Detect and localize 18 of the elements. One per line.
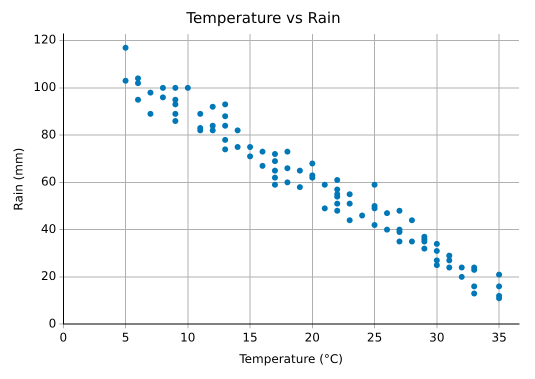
- x-tick-label: 10: [180, 330, 196, 345]
- x-axis-title: Temperature (°C): [238, 352, 343, 366]
- y-tick-label: 40: [41, 222, 56, 236]
- chart-title: Temperature vs Rain: [185, 8, 341, 27]
- y-axis-title: Rain (mm): [11, 148, 26, 211]
- x-tick-label: 5: [122, 330, 130, 345]
- y-tick-label: 60: [41, 174, 56, 189]
- x-tick-label: 20: [304, 330, 320, 345]
- x-tick-label: 25: [366, 330, 382, 345]
- y-tick-label: 0: [48, 316, 56, 330]
- x-tick-label: 30: [429, 330, 444, 345]
- x-tick-label: 15: [242, 330, 258, 345]
- y-tick-label: 20: [41, 269, 56, 284]
- y-tick-label: 100: [33, 80, 56, 94]
- x-tick-label: 0: [59, 330, 68, 345]
- y-tick-label: 120: [33, 32, 56, 47]
- x-tick-label: 35: [491, 330, 507, 345]
- y-tick-label: 80: [41, 127, 56, 142]
